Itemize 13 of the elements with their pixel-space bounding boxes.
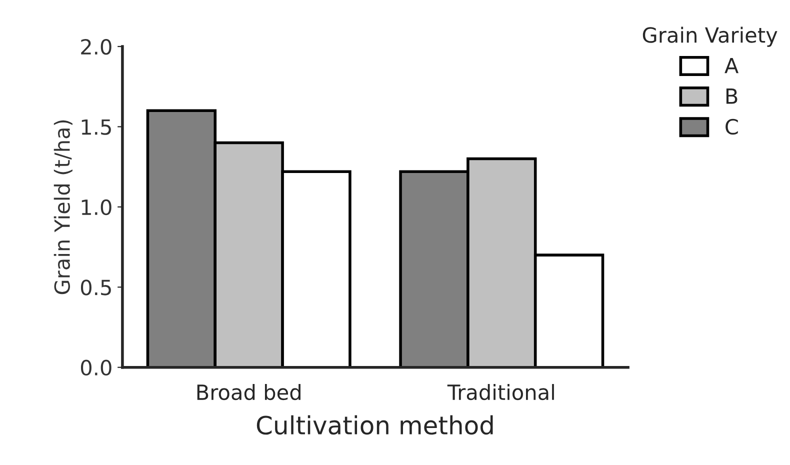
legend-label: B [726, 88, 738, 104]
legend-label: A [724, 58, 739, 74]
y-tick-label: 1.0 [82, 199, 112, 216]
y-axis-title: Grain Yield (t/ha) [54, 120, 72, 294]
x-tick-label: Broad bed [197, 384, 300, 400]
y-tick-label: 2.0 [81, 38, 112, 55]
x-axis-title: Cultivation method [256, 415, 493, 435]
y-tick-label: 0.0 [80, 360, 112, 376]
x-tick-label: Traditional [447, 384, 554, 400]
legend-title: Grain Variety [642, 26, 778, 47]
y-tick-label: 0.5 [80, 280, 111, 296]
y-tick-label: 1.5 [82, 119, 111, 135]
legend-label: C [726, 118, 738, 135]
